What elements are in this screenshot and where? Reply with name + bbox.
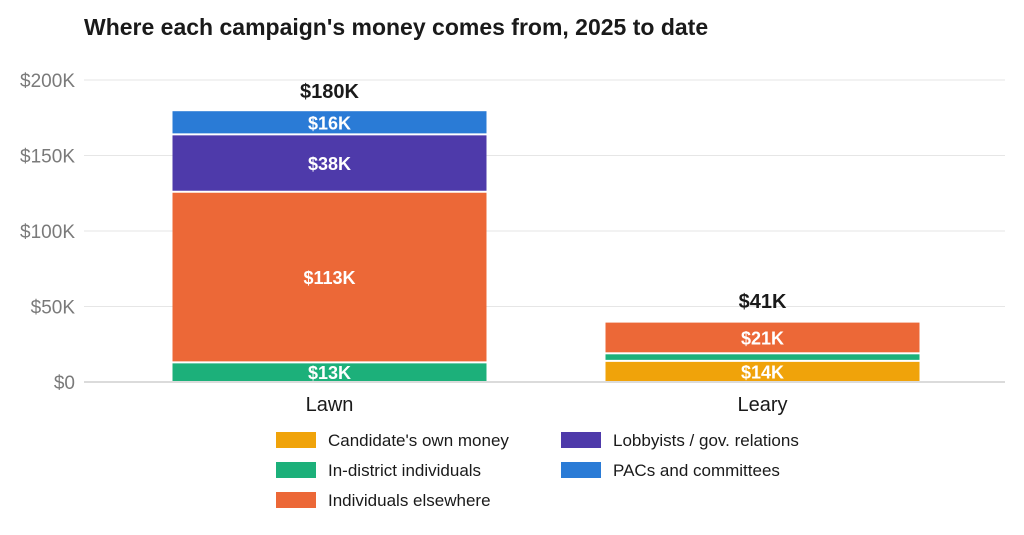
x-axis: Lawn Leary: [306, 394, 788, 416]
bar-segment: [605, 354, 920, 360]
y-tick-label: $200K: [20, 71, 75, 92]
legend-item: Lobbyists / gov. relations: [561, 431, 799, 450]
y-tick-label: $0: [54, 373, 75, 394]
bar-segment: [172, 192, 487, 362]
segment-value-label: $113K: [303, 268, 355, 288]
bar-segment: [605, 322, 920, 353]
bar-segment: [172, 135, 487, 191]
legend-swatch: [561, 432, 601, 448]
legend-label: Individuals elsewhere: [328, 491, 491, 510]
bar-segment: [172, 363, 487, 381]
segment-value-label: $16K: [308, 113, 351, 133]
segment-value-label: $21K: [741, 328, 784, 348]
bar-segment: [605, 361, 920, 381]
legend-label: In-district individuals: [328, 461, 481, 480]
y-tick-label: $100K: [20, 222, 75, 243]
legend-swatch: [276, 492, 316, 508]
x-tick-label: Leary: [737, 394, 787, 416]
bar-total-label: $180K: [300, 81, 359, 103]
legend-item: In-district individuals: [276, 461, 481, 480]
legend-swatch: [276, 462, 316, 478]
y-tick-label: $50K: [31, 298, 76, 319]
segment-value-label: $13K: [308, 363, 351, 383]
legend-label: PACs and committees: [613, 461, 780, 480]
legend-swatch: [561, 462, 601, 478]
legend-item: Candidate's own money: [276, 431, 509, 450]
y-tick-label: $150K: [20, 147, 75, 168]
legend-label: Candidate's own money: [328, 431, 509, 450]
bar-total-label: $41K: [739, 291, 787, 313]
legend-swatch: [276, 432, 316, 448]
chart-title: Where each campaign's money comes from, …: [84, 14, 709, 40]
bar-segment: [172, 111, 487, 134]
segment-value-label: $14K: [741, 362, 784, 382]
x-tick-label: Lawn: [306, 394, 354, 416]
y-axis: $0 $50K $100K $150K $200K: [20, 71, 75, 394]
bars: $13K $113K $38K $16K $180K $14K $21K $41K: [172, 81, 920, 383]
segment-value-label: $38K: [308, 154, 351, 174]
legend: Candidate's own money In-district individ…: [276, 431, 799, 510]
legend-item: PACs and committees: [561, 461, 780, 480]
legend-label: Lobbyists / gov. relations: [613, 431, 799, 450]
legend-item: Individuals elsewhere: [276, 491, 491, 510]
